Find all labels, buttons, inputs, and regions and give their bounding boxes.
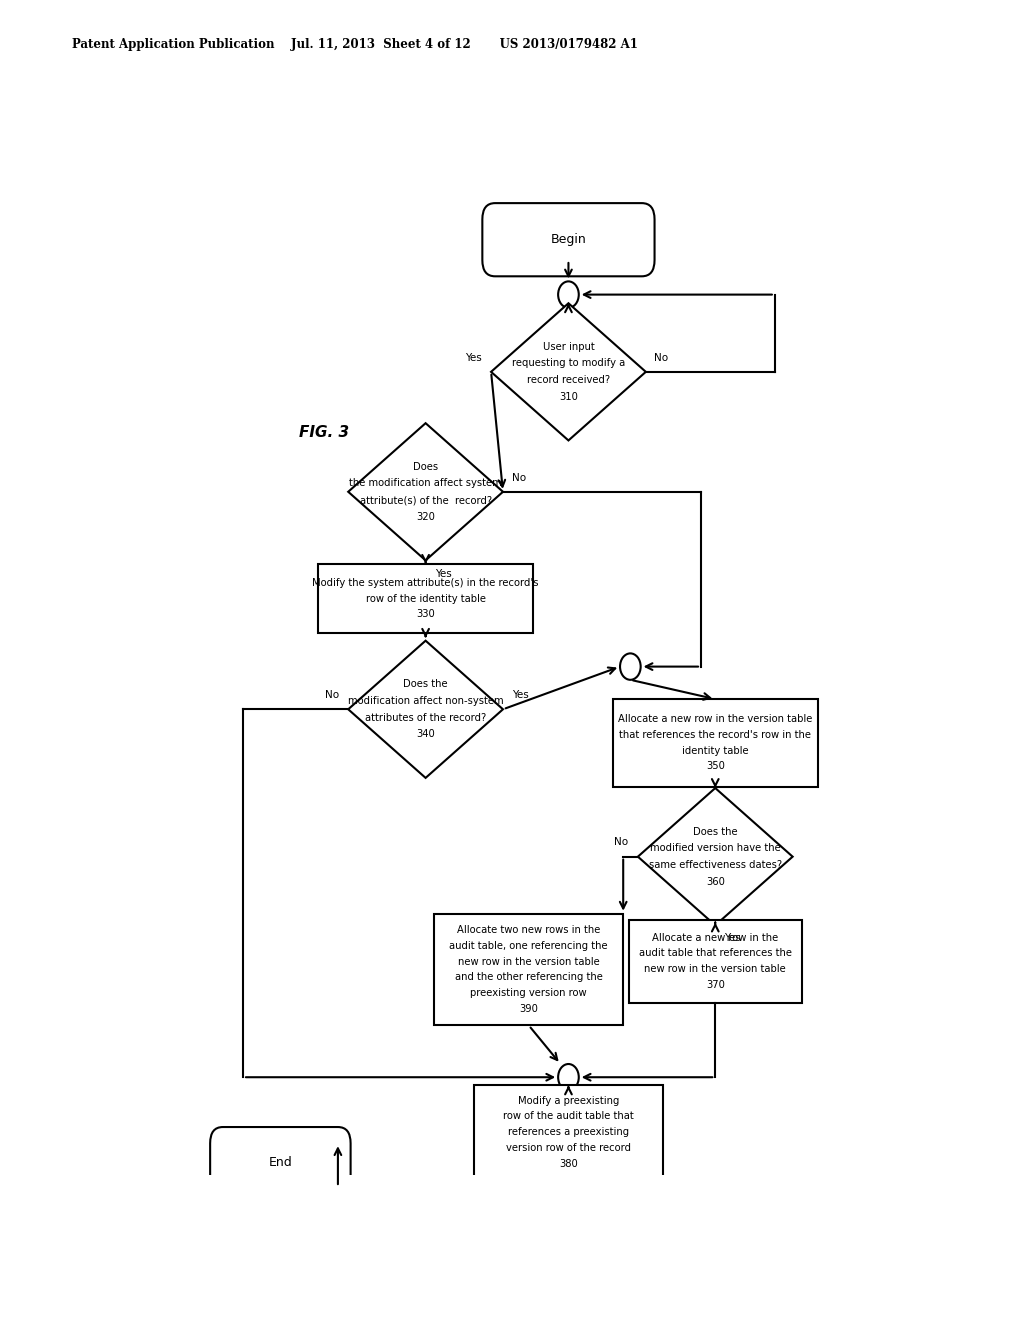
Text: 320: 320 (416, 512, 435, 521)
Text: new row in the version table: new row in the version table (458, 957, 600, 966)
Text: 350: 350 (706, 762, 725, 771)
Text: record received?: record received? (527, 375, 610, 385)
Text: No: No (325, 690, 339, 700)
Text: references a preexisting: references a preexisting (508, 1127, 629, 1137)
Text: 360: 360 (706, 876, 725, 887)
Text: 390: 390 (519, 1005, 539, 1014)
Text: 340: 340 (416, 730, 435, 739)
Text: Does the: Does the (693, 826, 737, 837)
Text: Yes: Yes (724, 933, 741, 944)
Text: modification affect non-system: modification affect non-system (348, 696, 504, 706)
Text: attribute(s) of the  record?: attribute(s) of the record? (359, 495, 492, 506)
FancyBboxPatch shape (210, 1127, 350, 1199)
Text: the modification affect system: the modification affect system (349, 478, 502, 488)
Text: same effectiveness dates?: same effectiveness dates? (648, 861, 782, 870)
Text: new row in the version table: new row in the version table (644, 964, 786, 974)
Polygon shape (638, 788, 793, 925)
Text: modified version have the: modified version have the (650, 843, 780, 853)
Polygon shape (348, 424, 503, 561)
Text: and the other referencing the: and the other referencing the (455, 973, 603, 982)
Text: Modify a preexisting: Modify a preexisting (518, 1096, 620, 1106)
Text: row of the identity table: row of the identity table (366, 594, 485, 603)
Text: 330: 330 (416, 610, 435, 619)
Text: audit table that references the: audit table that references the (639, 949, 792, 958)
Text: attributes of the record?: attributes of the record? (365, 713, 486, 722)
Text: No: No (614, 837, 629, 847)
Text: Yes: Yes (512, 690, 529, 700)
Text: 310: 310 (559, 392, 578, 403)
Text: row of the audit table that: row of the audit table that (503, 1111, 634, 1122)
Text: Modify the system attribute(s) in the record's: Modify the system attribute(s) in the re… (312, 578, 539, 587)
Bar (613, 700, 817, 787)
Text: FIG. 3: FIG. 3 (299, 425, 349, 441)
Text: version row of the record: version row of the record (506, 1143, 631, 1152)
Text: Does: Does (413, 462, 438, 471)
Text: 370: 370 (706, 979, 725, 990)
Text: Does the: Does the (403, 678, 447, 689)
Bar (474, 1085, 663, 1179)
Text: No: No (512, 473, 526, 483)
Text: End: End (268, 1156, 292, 1170)
Text: 380: 380 (559, 1159, 578, 1168)
Text: Begin: Begin (551, 234, 587, 247)
Bar (318, 564, 532, 634)
Text: Patent Application Publication    Jul. 11, 2013  Sheet 4 of 12       US 2013/017: Patent Application Publication Jul. 11, … (72, 37, 638, 50)
Bar (629, 920, 802, 1003)
Text: Allocate two new rows in the: Allocate two new rows in the (457, 925, 600, 935)
Text: Allocate a new row in the: Allocate a new row in the (652, 933, 778, 942)
Text: No: No (653, 352, 668, 363)
Text: Yes: Yes (434, 569, 452, 578)
Polygon shape (348, 640, 503, 777)
Text: requesting to modify a: requesting to modify a (512, 359, 625, 368)
Bar (434, 913, 624, 1026)
Text: User input: User input (543, 342, 594, 351)
Text: that references the record's row in the: that references the record's row in the (620, 730, 811, 741)
Text: Allocate a new row in the version table: Allocate a new row in the version table (618, 714, 812, 725)
Text: identity table: identity table (682, 746, 749, 756)
Polygon shape (492, 304, 646, 441)
Text: preexisting version row: preexisting version row (470, 989, 587, 998)
FancyBboxPatch shape (482, 203, 654, 276)
Text: Yes: Yes (465, 352, 481, 363)
Text: audit table, one referencing the: audit table, one referencing the (450, 941, 608, 950)
